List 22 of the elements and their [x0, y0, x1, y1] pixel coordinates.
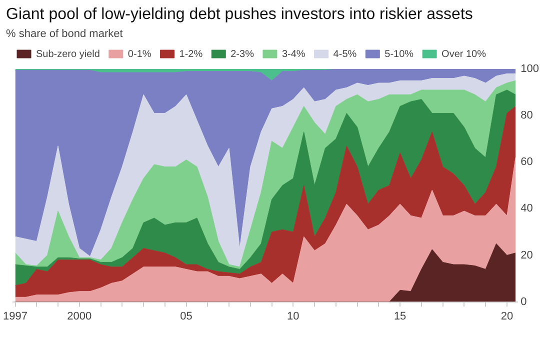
- y-tick-label: 60: [520, 156, 533, 168]
- y-tick-label: 0: [520, 296, 527, 308]
- legend-label: Over 10%: [442, 48, 486, 60]
- x-tick-label: 15: [394, 310, 406, 322]
- chart-subtitle: % share of bond market: [6, 28, 124, 40]
- y-tick-label: 40: [520, 202, 533, 215]
- y-tick-label: 20: [520, 249, 533, 262]
- legend-label: 1-2%: [179, 48, 203, 60]
- chart-title: Giant pool of low-yielding debt pushes investors into riskier assets: [6, 6, 474, 24]
- x-tick-label: 05: [180, 310, 192, 322]
- legend-label: 0-1%: [128, 48, 152, 60]
- x-tick-label: 20: [500, 310, 514, 322]
- x-tick-label: 2000: [67, 310, 92, 322]
- legend-label: 5-10%: [384, 48, 414, 60]
- x-tick-label: 1997: [3, 310, 28, 322]
- x-tick-label: 10: [287, 310, 300, 322]
- legend-label: Sub-zero yield: [36, 48, 100, 60]
- legend-label: 2-3%: [230, 48, 254, 60]
- legend-label: 4-5%: [333, 48, 357, 60]
- y-tick-label: 100: [520, 63, 540, 76]
- legend-label: 3-4%: [282, 48, 306, 60]
- y-tick-label: 80: [520, 110, 533, 122]
